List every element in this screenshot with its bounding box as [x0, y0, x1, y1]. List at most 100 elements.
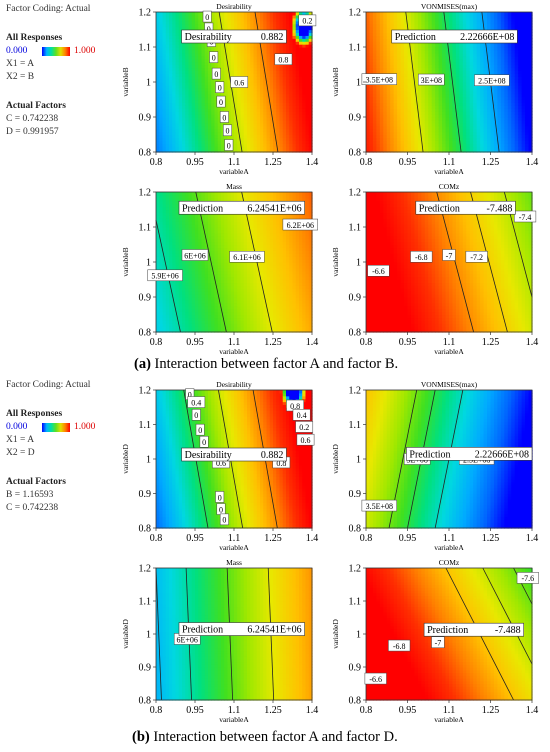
heatmap-cell	[162, 326, 167, 330]
heatmap-cell	[455, 76, 460, 80]
heatmap-cell	[493, 58, 499, 63]
heatmap-cell	[292, 58, 297, 63]
heatmap-cell	[366, 99, 371, 104]
heatmap-cell	[424, 131, 429, 136]
heatmap-cell	[253, 143, 258, 147]
heatmap-cell	[221, 52, 225, 57]
heatmap-cell	[521, 49, 526, 54]
heatmap-cell	[217, 79, 222, 83]
heatmap-cell	[178, 111, 183, 115]
heatmap-cell	[185, 73, 190, 77]
heatmap-cell	[295, 58, 300, 63]
heatmap-cell	[305, 49, 310, 54]
heatmap-cell	[369, 96, 374, 101]
heatmap-cell	[273, 117, 277, 121]
heatmap-cell	[175, 32, 180, 36]
heatmap-cell	[376, 35, 381, 39]
heatmap-cell	[424, 90, 429, 95]
heatmap-cell	[483, 96, 488, 101]
heatmap-cell	[397, 128, 402, 133]
heatmap-cell	[466, 84, 471, 89]
heatmap-cell	[421, 61, 426, 66]
heatmap-cell	[518, 99, 523, 104]
heatmap-cell	[462, 146, 467, 150]
heatmap-cell	[295, 61, 300, 66]
heatmap-cell	[273, 20, 277, 25]
heatmap-cell	[165, 194, 170, 199]
x1-label: X1 = A	[6, 435, 35, 445]
heatmap-cell	[230, 49, 235, 54]
heatmap-cell	[421, 146, 426, 150]
heatmap-cell	[162, 38, 167, 42]
heatmap-cell	[260, 55, 264, 60]
heatmap-cell	[480, 149, 485, 153]
heatmap-cell	[424, 87, 429, 92]
heatmap-cell	[178, 64, 183, 69]
heatmap-cell	[428, 87, 433, 92]
heatmap-cell	[256, 140, 261, 144]
heatmap-cell	[221, 93, 225, 98]
heatmap-cell	[208, 134, 212, 139]
heatmap-cell	[383, 26, 388, 31]
heatmap-cell	[469, 73, 474, 77]
heatmap-cell	[480, 140, 485, 144]
heatmap-cell	[390, 87, 395, 92]
heatmap-cell	[390, 108, 395, 112]
heatmap-cell	[414, 73, 419, 77]
heatmap-cell	[169, 192, 173, 196]
heatmap-cell	[308, 96, 313, 101]
heatmap-cell	[292, 82, 297, 86]
heatmap-cell	[397, 111, 402, 115]
heatmap-cell	[169, 26, 173, 31]
heatmap-cell	[276, 105, 281, 109]
heatmap-cell	[469, 122, 474, 127]
heatmap-cell	[442, 119, 447, 124]
heatmap-cell	[266, 67, 271, 71]
heatmap-cell	[191, 137, 196, 141]
y-axis-label: variableB	[121, 67, 130, 96]
heatmap-cell	[159, 90, 164, 95]
heatmap-cell	[217, 114, 222, 118]
heatmap-cell	[302, 38, 307, 42]
heatmap-cell	[182, 96, 186, 101]
heatmap-cell	[452, 61, 457, 66]
heatmap-cell	[156, 52, 160, 57]
heatmap-cell	[452, 64, 457, 69]
heatmap-cell	[308, 99, 313, 104]
heatmap-cell	[393, 44, 398, 48]
heatmap-cell	[156, 119, 160, 124]
heatmap-cell	[459, 55, 464, 60]
heatmap-cell	[159, 308, 164, 313]
heatmap-cell	[182, 70, 186, 74]
heatmap-cell	[383, 44, 388, 48]
heatmap-cell	[410, 114, 416, 118]
heatmap-cell	[240, 73, 245, 77]
heatmap-cell	[493, 140, 499, 144]
heatmap-cell	[445, 90, 450, 95]
heatmap-cell	[525, 61, 530, 66]
x2-label: X2 = B	[6, 72, 35, 82]
heatmap-cell	[188, 82, 193, 86]
heatmap-cell	[185, 149, 190, 153]
heatmap-cell	[263, 140, 268, 144]
heatmap-cell	[438, 64, 443, 69]
heatmap-cell	[445, 64, 450, 69]
heatmap-cell	[507, 122, 512, 127]
heatmap-cell	[221, 131, 225, 136]
heatmap-cell	[404, 70, 409, 74]
x-axis-label: variableA	[219, 167, 249, 176]
heatmap-cell	[507, 58, 512, 63]
heatmap-cell	[525, 29, 530, 34]
heatmap-cell	[435, 117, 440, 121]
heatmap-cell	[260, 61, 264, 66]
heatmap-cell	[185, 84, 190, 89]
heatmap-cell	[483, 108, 488, 112]
heatmap-cell	[185, 108, 190, 112]
heatmap-cell	[195, 134, 199, 139]
heatmap-cell	[253, 58, 258, 63]
heatmap-cell	[302, 12, 307, 16]
heatmap-cell	[156, 137, 160, 141]
heatmap-cell	[175, 76, 180, 80]
heatmap-cell	[217, 119, 222, 124]
heatmap-cell	[279, 20, 284, 25]
